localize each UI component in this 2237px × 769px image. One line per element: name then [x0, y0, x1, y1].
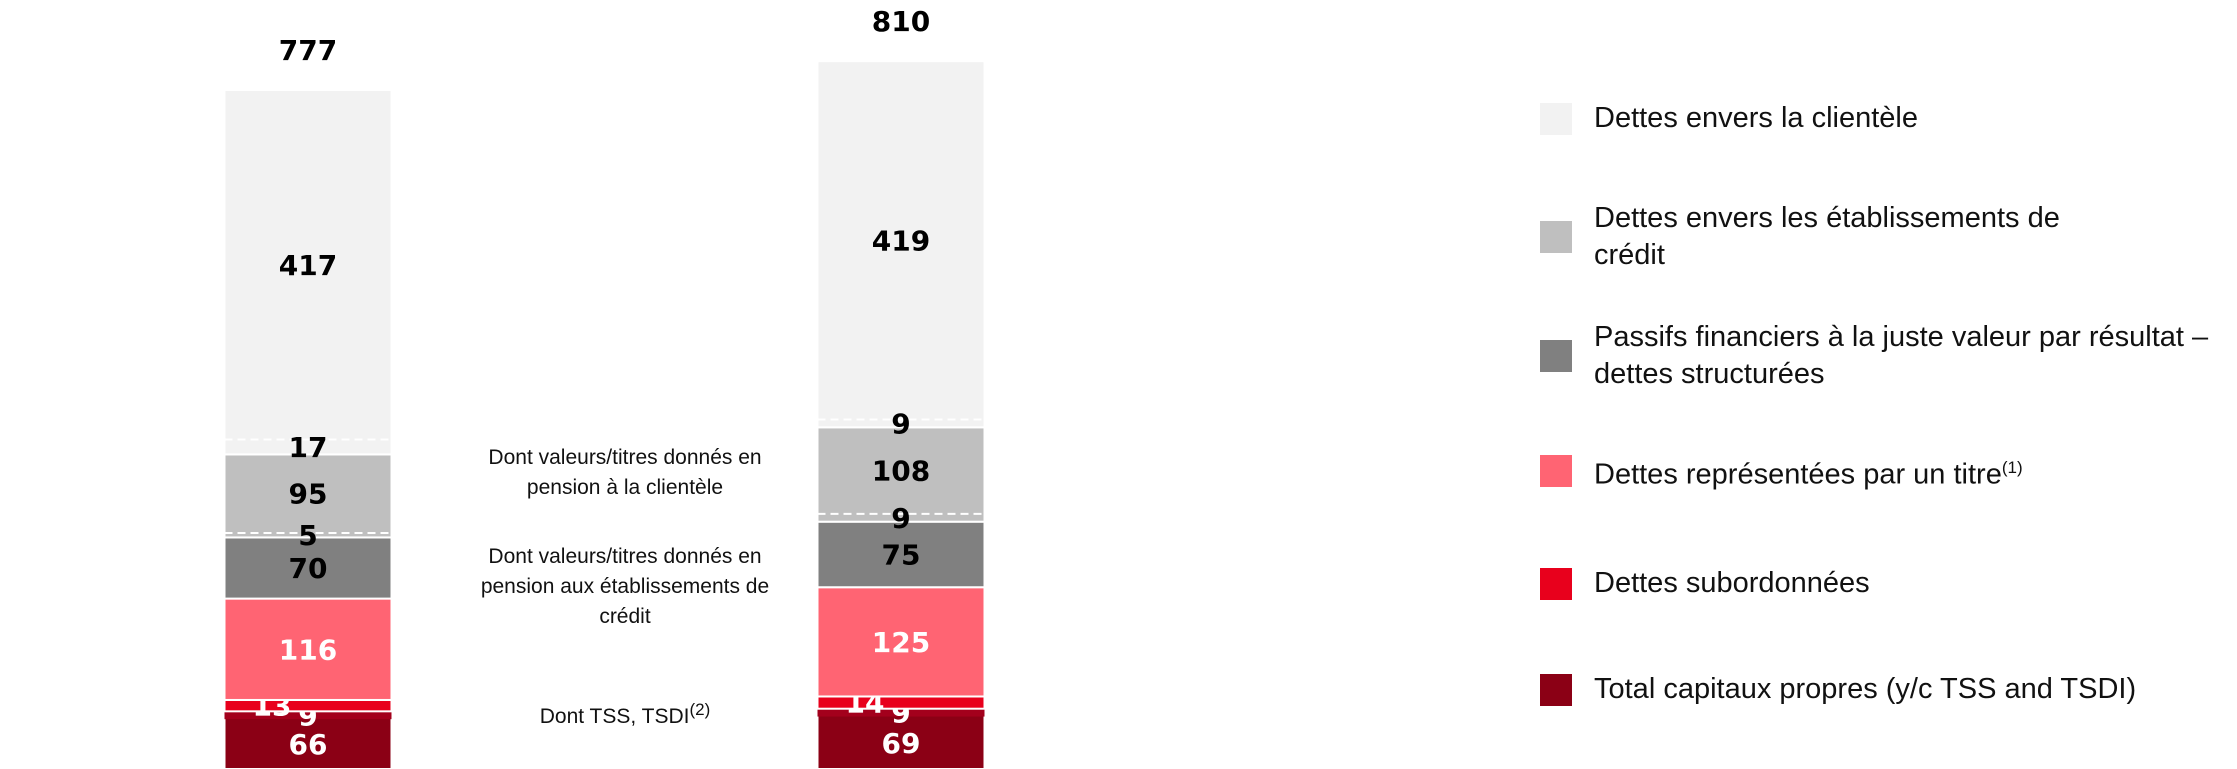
legend-swatch — [1540, 221, 1572, 253]
legend-label: Dettes envers la clientèle — [1594, 102, 1918, 134]
legend-text: Passifs financiers à la juste valeur par… — [1594, 319, 2230, 393]
detail-label: 17 — [289, 431, 328, 464]
annotation-footnote: (2) — [689, 700, 711, 719]
annotation-text: Dont valeurs/titres donnés en pension au… — [480, 545, 770, 628]
legend-label: Dettes envers les établissements de créd… — [1594, 202, 2060, 271]
legend-text: Total capitaux propres (y/c TSS and TSDI… — [1594, 671, 2136, 708]
segment-label: 95 — [289, 478, 328, 511]
detail-label: 5 — [298, 519, 317, 552]
bar-segment — [223, 89, 393, 456]
total-label: 777 — [279, 34, 337, 67]
segment-label: 108 — [872, 455, 930, 488]
legend-text: Dettes envers les établissements de créd… — [1594, 200, 2094, 274]
annotation-text: Dont TSS, TSDI — [539, 705, 690, 728]
legend-swatch — [1540, 455, 1572, 488]
segment-label: 417 — [279, 249, 337, 282]
legend-swatch — [1540, 102, 1572, 135]
bar-segment — [816, 586, 986, 698]
detail-band — [224, 711, 392, 720]
legend-label: Total capitaux propres (y/c TSS and TSDI… — [1594, 673, 2137, 705]
detail-label: 9 — [891, 407, 910, 440]
annotation: Dont TSS, TSDI(2) — [455, 695, 795, 732]
legend-label: Passifs financiers à la juste valeur par… — [1594, 321, 2209, 390]
legend-item: Dettes envers les établissements de créd… — [1540, 200, 2230, 274]
bar-segment — [223, 453, 393, 539]
annotation: Dont valeurs/titres donnés en pension au… — [455, 542, 795, 632]
bar-segment — [223, 710, 393, 769]
bar-segment — [816, 60, 986, 429]
bar-segment — [816, 426, 986, 523]
annotation: Dont valeurs/titres donnés en pension à … — [455, 443, 795, 503]
legend-item: Total capitaux propres (y/c TSS and TSDI… — [1540, 671, 2230, 708]
bar-segment — [816, 695, 986, 710]
bar-segment — [816, 520, 986, 589]
legend-item: Dettes subordonnées — [1540, 565, 2230, 602]
annotation-text: Dont valeurs/titres donnés en pension à … — [488, 446, 762, 499]
segment-label: 116 — [279, 633, 337, 666]
legend-text: Dettes représentées par un titre(1) — [1594, 449, 2023, 494]
total-label: 810 — [872, 5, 930, 38]
legend-label: Dettes subordonnées — [1594, 567, 1870, 599]
legend-item: Passifs financiers à la juste valeur par… — [1540, 319, 2230, 393]
detail-band — [817, 708, 985, 717]
legend-swatch — [1540, 567, 1572, 600]
segment-label: 70 — [289, 552, 328, 585]
segment-label: 125 — [872, 626, 930, 659]
legend-swatch — [1540, 673, 1572, 706]
legend-footnote: (1) — [2001, 458, 2023, 477]
legend-item: Dettes représentées par un titre(1) — [1540, 449, 2230, 494]
legend-label: Dettes représentées par un titre — [1594, 458, 2002, 491]
segment-label: 69 — [882, 727, 921, 760]
segment-label: 419 — [872, 224, 930, 257]
legend-item: Dettes envers la clientèle — [1540, 100, 2230, 137]
segment-label: 66 — [289, 728, 328, 761]
legend-text: Dettes envers la clientèle — [1594, 100, 1918, 137]
bar-segment — [223, 698, 393, 713]
bar-segment — [816, 707, 986, 769]
legend-text: Dettes subordonnées — [1594, 565, 1870, 602]
legend-swatch — [1540, 340, 1572, 372]
detail-label: 9 — [891, 502, 910, 535]
segment-label: 75 — [882, 538, 921, 571]
